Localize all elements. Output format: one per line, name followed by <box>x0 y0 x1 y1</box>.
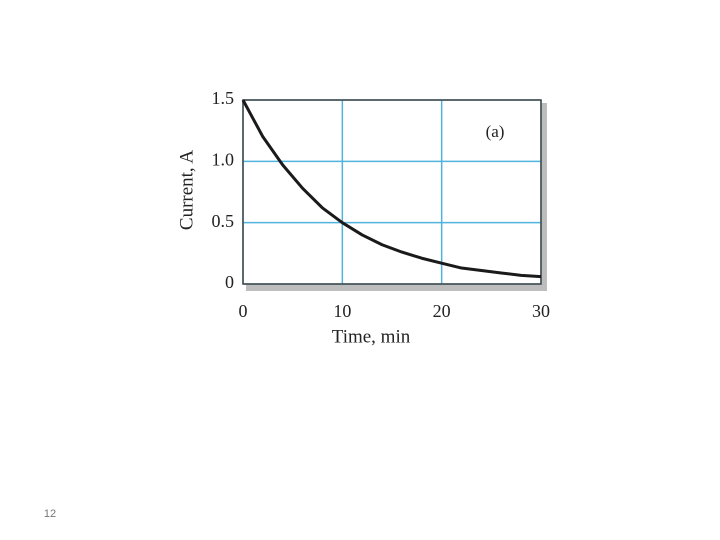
y-tick-label: 1.5 <box>212 88 235 108</box>
page-number: 12 <box>44 508 56 520</box>
plot-area <box>243 100 541 284</box>
x-tick-label: 0 <box>239 301 248 321</box>
x-tick-label: 30 <box>532 301 550 321</box>
x-axis-label: Time, min <box>332 326 411 347</box>
current-curve <box>241 99 542 279</box>
x-tick-label: 20 <box>433 301 451 321</box>
y-axis-label: Current, A <box>176 150 197 230</box>
plot-frame <box>242 99 542 285</box>
x-tick-label: 10 <box>333 301 351 321</box>
y-tick-label: 0 <box>225 272 234 292</box>
y-tick-label: 0.5 <box>212 211 235 231</box>
annotation: (a) <box>486 122 505 141</box>
y-tick-label: 1.0 <box>212 149 235 169</box>
